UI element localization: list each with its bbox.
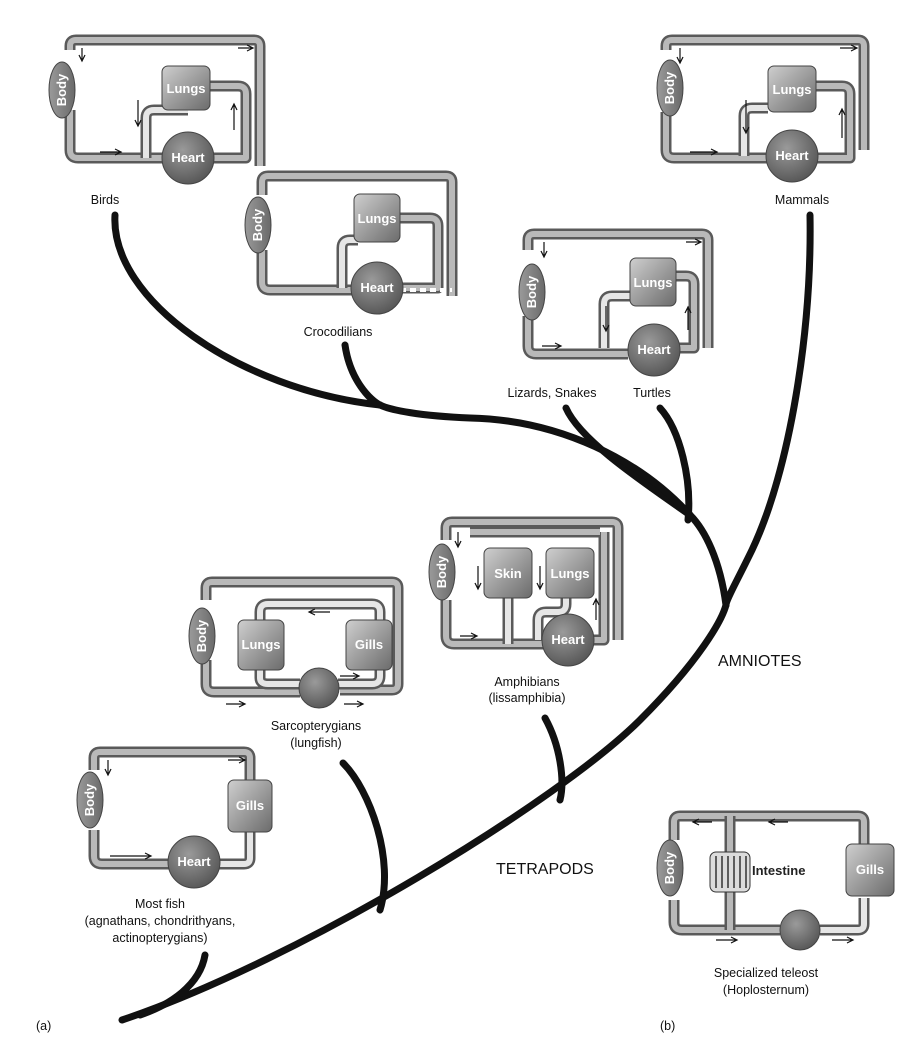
taxon-label-sarcopterygians-clade: (lungfish) <box>290 736 341 750</box>
taxon-label-crocodilians: Crocodilians <box>304 325 373 339</box>
body-organ <box>48 61 76 119</box>
taxon-label-most-fish-clade-2: actinopterygians) <box>112 931 207 945</box>
heart-label: Heart <box>171 150 205 165</box>
lungs-label: Lungs <box>773 82 812 97</box>
branch-sauropsids <box>686 511 730 609</box>
heart-label: Heart <box>775 148 809 163</box>
heart-organ <box>298 667 340 709</box>
heart-organ <box>541 613 595 667</box>
intestine-organ <box>709 851 751 893</box>
gills-box <box>845 843 895 897</box>
most-fish-circulation: Gills Body Heart <box>76 746 273 889</box>
body-label: Body <box>662 71 677 104</box>
lungs-box <box>767 65 817 113</box>
clade-label-tetrapods: TETRAPODS <box>496 861 594 878</box>
gills-label: Gills <box>355 637 383 652</box>
body-organ <box>188 607 216 665</box>
body-label: Body <box>662 851 677 884</box>
body-organ <box>518 263 546 321</box>
teleost-circulation: Intestine Gills Body <box>656 810 895 951</box>
panel-label-a: (a) <box>36 1019 51 1033</box>
lungs-label: Lungs <box>167 81 206 96</box>
intestine-label: Intestine <box>752 863 805 878</box>
taxon-label-teleost: Specialized teleost <box>714 966 819 980</box>
body-label: Body <box>82 783 97 816</box>
amphibians-circulation: Skin Lungs Body Heart <box>428 516 624 667</box>
branch-birds <box>111 211 384 409</box>
panel-label-b: (b) <box>660 1019 675 1033</box>
taxon-label-birds: Birds <box>91 193 119 207</box>
heart-organ <box>167 835 221 889</box>
gills-label: Gills <box>236 798 264 813</box>
branch-turtles <box>656 404 693 524</box>
skin-label: Skin <box>494 566 522 581</box>
branch-most-fish <box>136 951 209 1019</box>
heart-organ <box>779 909 821 951</box>
branch-mammals <box>722 211 814 609</box>
branch-main-trunk <box>118 601 730 1024</box>
taxon-label-amphibians: Amphibians <box>494 675 559 689</box>
taxon-label-mammals: Mammals <box>775 193 829 207</box>
heart-organ <box>627 323 681 377</box>
body-label: Body <box>194 619 209 652</box>
branch-crocodilians <box>341 341 384 409</box>
heart-organ <box>161 131 215 185</box>
lungs-label: Lungs <box>634 275 673 290</box>
taxon-label-most-fish: Most fish <box>135 897 185 911</box>
body-organ <box>656 59 684 117</box>
taxon-label-sarcopterygians: Sarcopterygians <box>271 719 361 733</box>
taxon-label-most-fish-clade-1: (agnathans, chondrithyans, <box>85 914 236 928</box>
body-organ <box>244 196 272 254</box>
branch-sarcopterygians <box>339 759 388 914</box>
mammals-circulation: Lungs Body Heart <box>656 34 870 183</box>
body-organ <box>428 543 456 601</box>
taxon-label-teleost-genus: (Hoplosternum) <box>723 983 809 997</box>
lungs-box <box>161 65 211 111</box>
lungs-box <box>545 547 595 599</box>
gills-box <box>227 779 273 833</box>
clade-label-amniotes: AMNIOTES <box>718 653 802 670</box>
birds-circulation: Lungs Body Heart <box>48 34 266 185</box>
branch-amphibians <box>541 714 566 804</box>
body-organ <box>656 839 684 897</box>
heart-organ <box>350 261 404 315</box>
crocodilians-circulation: Lungs Body Heart <box>244 170 458 315</box>
body-label: Body <box>250 208 265 241</box>
heart-label: Heart <box>177 854 211 869</box>
body-organ <box>76 771 104 829</box>
phylogenetic-tree <box>111 211 814 1024</box>
body-label: Body <box>434 555 449 588</box>
skin-box <box>483 547 533 599</box>
branch-archosaurs <box>376 401 694 519</box>
heart-organ <box>765 129 819 183</box>
lizards-turtles-circulation: Lungs Body Heart <box>518 228 714 377</box>
branch-lizards-snakes <box>562 404 694 519</box>
taxon-label-turtles: Turtles <box>633 386 671 400</box>
lungs-label: Lungs <box>358 211 397 226</box>
heart-label: Heart <box>551 632 585 647</box>
heart-label: Heart <box>637 342 671 357</box>
heart-label: Heart <box>360 280 394 295</box>
lungs-label: Lungs <box>551 566 590 581</box>
gills-label: Gills <box>856 862 884 877</box>
lungs-box <box>237 619 285 671</box>
lungs-box <box>629 257 677 307</box>
taxon-label-lizards-snakes: Lizards, Snakes <box>508 386 597 400</box>
lungs-label: Lungs <box>242 637 281 652</box>
gills-box <box>345 619 393 671</box>
sarcopterygians-circulation: Lungs Gills Body <box>188 576 404 709</box>
lungs-box <box>353 193 401 243</box>
body-label: Body <box>524 275 539 308</box>
taxon-label-amphibians-clade: (lissamphibia) <box>488 691 565 705</box>
body-label: Body <box>54 73 69 106</box>
